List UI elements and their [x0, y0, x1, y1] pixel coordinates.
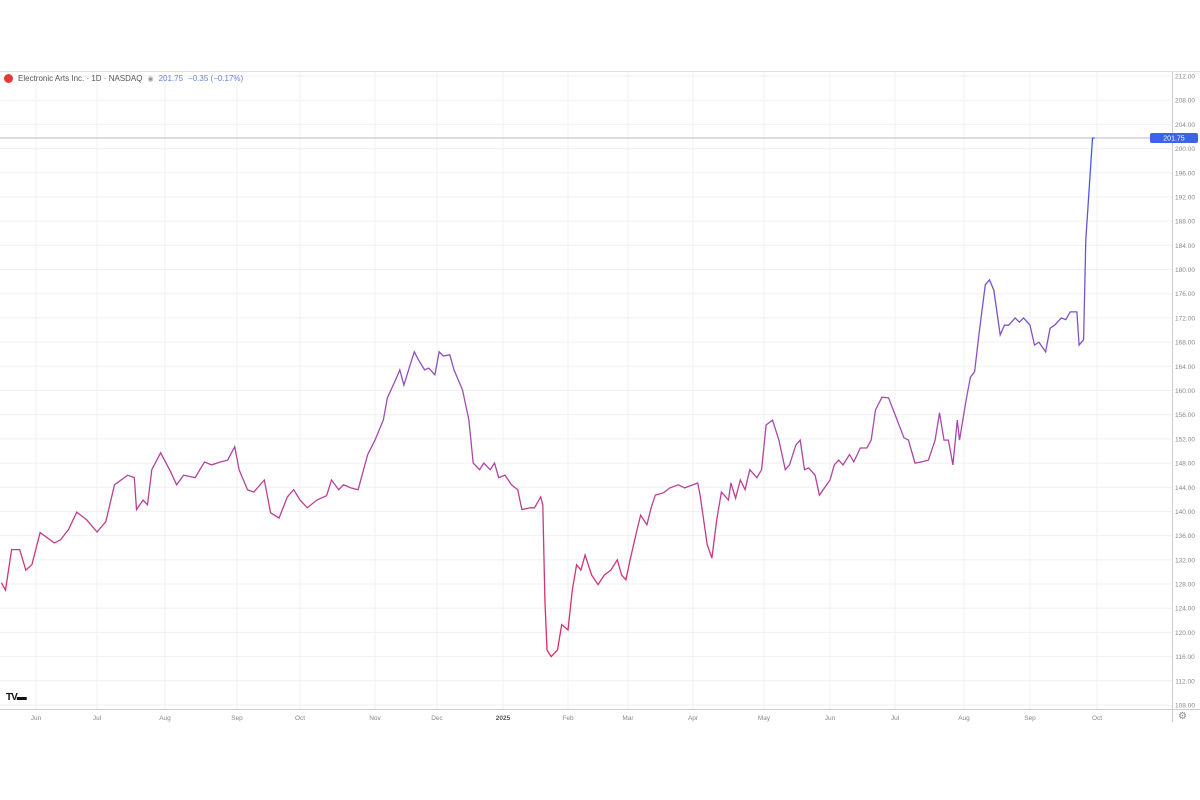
y-axis[interactable]: 108.00 112.00 116.00 120.00 124.00 128.00 132.… [1175, 74, 1195, 710]
symbol-title: Electronic Arts Inc. · 1D · NASDAQ [18, 74, 143, 83]
tradingview-logo-icon[interactable]: TV▬ [6, 692, 27, 703]
y-tick-label: 132.00 [1175, 557, 1195, 564]
x-tick-label: Sep [1024, 715, 1036, 722]
x-tick-label: May [758, 715, 771, 722]
last-price-label: 201.75 [1150, 132, 1198, 143]
x-tick-label: Jul [891, 715, 900, 722]
x-tick-label: Jun [31, 715, 42, 722]
y-tick-label: 180.00 [1175, 267, 1195, 274]
y-tick-label: 160.00 [1175, 388, 1195, 395]
y-tick-label: 212.00 [1175, 74, 1195, 81]
y-tick-label: 128.00 [1175, 582, 1195, 589]
y-tick-label: 108.00 [1175, 703, 1195, 710]
x-tick-label: Apr [688, 715, 699, 722]
y-tick-label: 144.00 [1175, 485, 1195, 492]
y-tick-label: 196.00 [1175, 170, 1195, 177]
price-change: −0.35 (−0.17%) [188, 74, 244, 83]
x-tick-label: Jul [93, 715, 102, 722]
ea-logo-icon [4, 74, 13, 83]
y-tick-label: 152.00 [1175, 436, 1195, 443]
y-tick-label: 140.00 [1175, 509, 1195, 516]
x-tick-label: Sep [231, 715, 243, 722]
y-tick-label: 168.00 [1175, 340, 1195, 347]
y-tick-label: 204.00 [1175, 122, 1195, 129]
y-tick-label: 188.00 [1175, 219, 1195, 226]
x-tick-label: Oct [1092, 715, 1102, 722]
y-tick-label: 124.00 [1175, 606, 1195, 613]
x-axis[interactable]: Jun Jul Aug Sep Oct Nov Dec 2025 Feb Mar Apr May Jun… [31, 715, 1102, 722]
y-tick-label: 116.00 [1175, 654, 1195, 661]
symbol-header[interactable]: Electronic Arts Inc. · 1D · NASDAQ ◉ 201… [4, 74, 243, 83]
x-tick-label: Mar [622, 715, 634, 722]
y-tick-label: 176.00 [1175, 291, 1195, 298]
y-tick-label: 156.00 [1175, 412, 1195, 419]
y-tick-label: 136.00 [1175, 533, 1195, 540]
x-tick-label: 2025 [496, 715, 511, 722]
y-tick-label: 164.00 [1175, 364, 1195, 371]
y-tick-label: 148.00 [1175, 461, 1195, 468]
y-tick-label: 200.00 [1175, 146, 1195, 153]
grid [0, 72, 1172, 709]
gear-icon[interactable]: ⚙ [1178, 711, 1187, 722]
x-tick-label: Feb [562, 715, 574, 722]
x-tick-label: Nov [369, 715, 381, 722]
eye-icon[interactable]: ◉ [147, 75, 154, 83]
x-tick-label: Aug [958, 715, 970, 722]
x-tick-label: Jun [825, 715, 836, 722]
x-tick-label: Aug [159, 715, 171, 722]
x-tick-label: Oct [295, 715, 305, 722]
y-tick-label: 112.00 [1175, 678, 1195, 685]
y-tick-label: 192.00 [1175, 194, 1195, 201]
y-tick-label: 172.00 [1175, 315, 1195, 322]
last-price-text: 201.75 [1163, 135, 1185, 142]
x-tick-label: Dec [431, 715, 443, 722]
y-tick-label: 208.00 [1175, 98, 1195, 105]
price-series-line [0, 137, 1095, 658]
last-price: 201.75 [158, 74, 184, 83]
y-tick-label: 184.00 [1175, 243, 1195, 250]
y-tick-label: 120.00 [1175, 630, 1195, 637]
